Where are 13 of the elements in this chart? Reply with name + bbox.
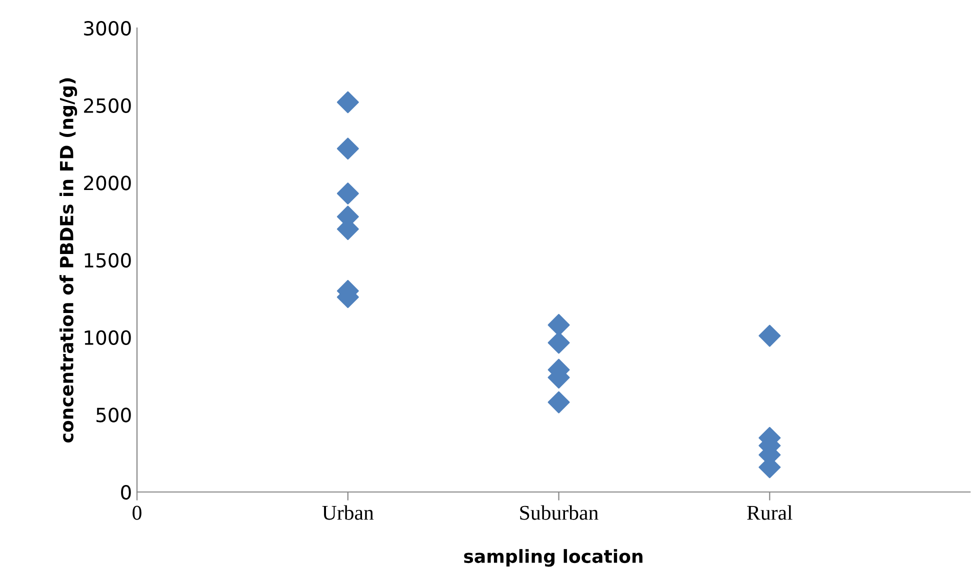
y-tick-label: 2000 — [84, 176, 131, 190]
x-tick-label: Rural — [747, 505, 792, 520]
x-tick-label: Suburban — [520, 505, 598, 520]
y-tick-label: 0 — [121, 484, 131, 500]
y-tick-label: 1000 — [84, 330, 131, 345]
y-axis-title: concentration of PBDEs in FD (ng/g) — [59, 78, 78, 442]
x-tick-label: 0 — [132, 506, 142, 520]
y-tick-label: 2500 — [84, 98, 131, 113]
y-tick-label: 1500 — [84, 252, 131, 268]
y-tick-label: 3000 — [84, 20, 131, 36]
y-tick-label: 500 — [96, 408, 131, 422]
x-axis-title: sampling location — [464, 549, 642, 567]
x-tick-label: Urban — [322, 505, 374, 520]
